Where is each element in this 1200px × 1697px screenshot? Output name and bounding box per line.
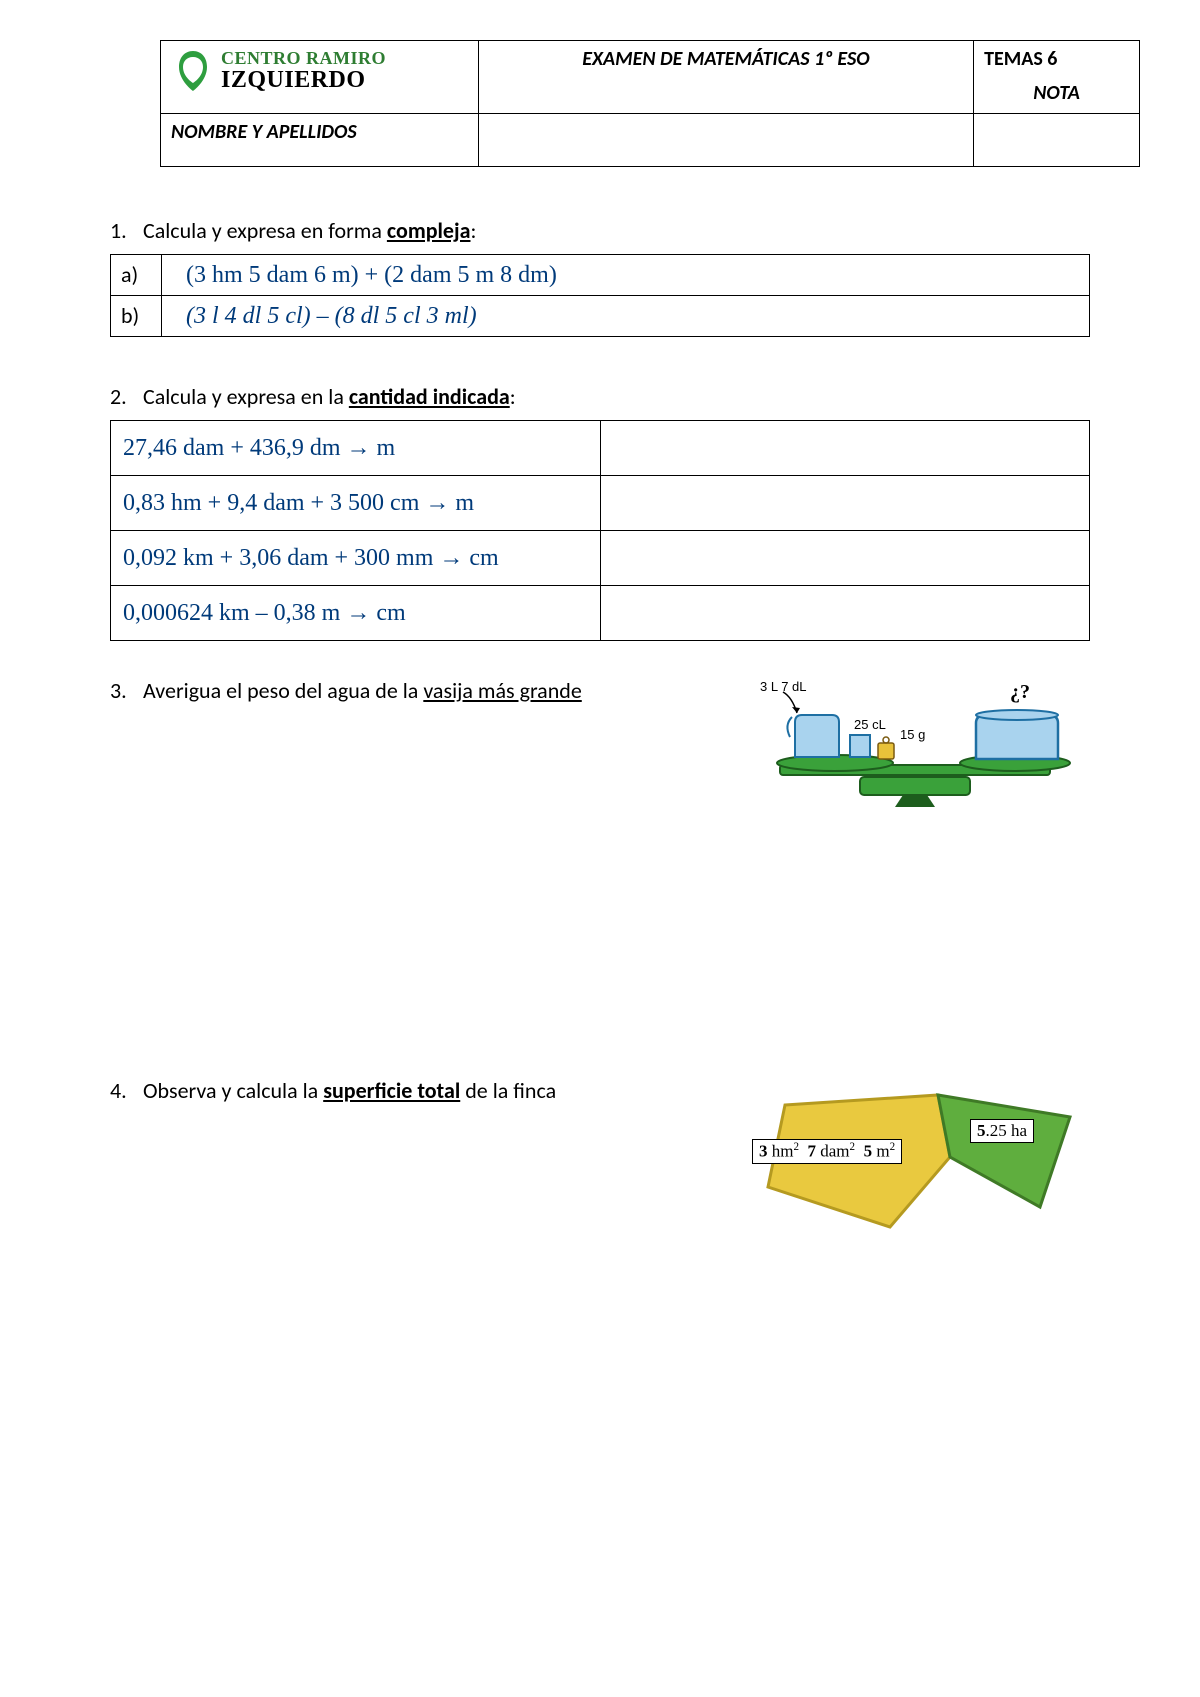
question-3: 3. Averigua el peso del agua de la vasij…	[110, 677, 720, 704]
q2-row-2: 0,092 km + 3,06 dam + 300 mm → cm	[111, 531, 601, 586]
land-illustration: 3 hm2 7 dam2 5 m2 5.25 ha	[740, 1077, 1090, 1237]
q4-number: 4.	[110, 1077, 138, 1104]
q4-prompt-pre: Observa y calcula la	[143, 1077, 323, 1104]
q1-row-b-label: b)	[111, 296, 162, 337]
question-2: 2. Calcula y expresa en la cantidad indi…	[110, 383, 1090, 410]
q2-prompt-pre: Calcula y expresa en la	[143, 383, 349, 410]
logo-cell: CENTRO RAMIRO IZQUIERDO	[161, 41, 479, 114]
school-logo-icon	[171, 47, 215, 95]
q2-table: 27,46 dam + 436,9 dm → m 0,83 hm + 9,4 d…	[110, 420, 1090, 641]
q3-prompt-u: vasija más grande	[423, 677, 581, 704]
left-area-tag: 3 hm2 7 dam2 5 m2	[752, 1139, 902, 1164]
q2-ans-3	[600, 586, 1090, 641]
question-4-row: 4. Observa y calcula la superficie total…	[110, 1077, 1090, 1237]
q2-number: 2.	[110, 383, 138, 410]
q3-number: 3.	[110, 677, 138, 704]
question-3-row: 3. Averigua el peso del agua de la vasij…	[110, 677, 1090, 817]
exam-title: EXAMEN DE MATEMÁTICAS 1º ESO	[478, 41, 973, 114]
right-area-tag: 5.25 ha	[970, 1119, 1034, 1143]
exam-header-table: CENTRO RAMIRO IZQUIERDO EXAMEN DE MATEMÁ…	[160, 40, 1140, 167]
scale-illustration: 3 L 7 dL 25 cL 15 g ¿?	[740, 677, 1090, 817]
jug-label: 3 L 7 dL	[760, 679, 807, 694]
q1-prompt-post: :	[470, 217, 476, 244]
q1-row-a-expr: (3 hm 5 dam 6 m) + (2 dam 5 m 8 dm)	[172, 262, 557, 288]
q4-prompt-post: de la finca	[460, 1077, 556, 1104]
name-label: NOMBRE Y APELLIDOS	[161, 114, 479, 167]
q1-number: 1.	[110, 217, 138, 244]
q2-prompt-bold: cantidad indicada	[349, 383, 510, 410]
q2-prompt-post: :	[510, 383, 516, 410]
name-blank	[478, 114, 973, 167]
q1-prompt-pre: Calcula y expresa en forma	[143, 217, 387, 244]
logo-line2: IZQUIERDO	[221, 68, 386, 93]
q1-prompt-bold: compleja	[387, 217, 471, 244]
grade-blank	[974, 114, 1140, 167]
question-4: 4. Observa y calcula la superficie total…	[110, 1077, 720, 1104]
q2-row-3: 0,000624 km – 0,38 m → cm	[111, 586, 601, 641]
q2-ans-1	[600, 476, 1090, 531]
logo-line1: CENTRO RAMIRO	[221, 49, 386, 68]
q2-ans-0	[600, 421, 1090, 476]
q1-table: a) (3 hm 5 dam 6 m) + (2 dam 5 m 8 dm) b…	[110, 254, 1090, 337]
topic-label: TEMAS 6	[984, 47, 1057, 71]
topic-cell: TEMAS 6 NOTA	[974, 41, 1140, 114]
q2-row-1: 0,83 hm + 9,4 dam + 3 500 cm → m	[111, 476, 601, 531]
q4-prompt-bold: superficie total	[323, 1077, 460, 1104]
q2-row-0: 27,46 dam + 436,9 dm → m	[111, 421, 601, 476]
q3-prompt-pre: Averigua el peso del agua de la	[143, 677, 423, 704]
unknown-label: ¿?	[1010, 681, 1030, 704]
q2-ans-2	[600, 531, 1090, 586]
q1-row-b-expr: (3 l 4 dl 5 cl) – (8 dl 5 cl 3 ml)	[172, 303, 477, 329]
cup-label: 25 cL	[854, 717, 886, 732]
question-1: 1. Calcula y expresa en forma compleja:	[110, 217, 1090, 244]
q1-row-a-label: a)	[111, 255, 162, 296]
nota-label: NOTA	[984, 81, 1129, 105]
weight-label: 15 g	[900, 727, 925, 742]
